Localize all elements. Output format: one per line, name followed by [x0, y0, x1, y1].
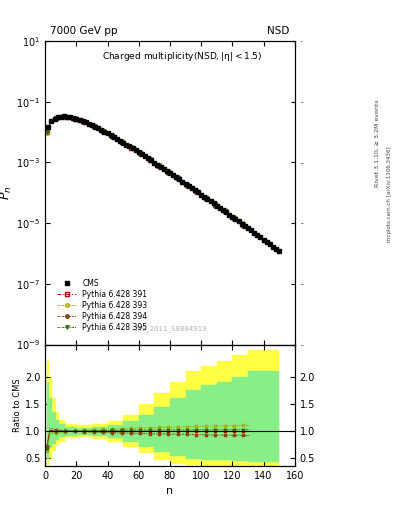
- Pythia 6.428 394: [60, 113, 65, 119]
- Y-axis label: Ratio to CMS: Ratio to CMS: [13, 378, 22, 432]
- Pythia 6.428 395: [44, 129, 49, 135]
- Pythia 6.428 395: [63, 114, 68, 120]
- Pythia 6.428 393: [207, 196, 211, 202]
- CMS: [224, 209, 228, 216]
- Line: Pythia 6.428 393: Pythia 6.428 393: [45, 115, 251, 230]
- Pythia 6.428 393: [110, 133, 115, 139]
- Pythia 6.428 395: [60, 114, 65, 120]
- Pythia 6.428 391: [97, 126, 102, 133]
- Pythia 6.428 393: [60, 114, 65, 120]
- CMS: [68, 114, 72, 120]
- Pythia 6.428 393: [235, 216, 239, 222]
- Pythia 6.428 394: [110, 134, 115, 140]
- Pythia 6.428 394: [44, 128, 49, 134]
- CMS: [277, 248, 281, 254]
- Pythia 6.428 391: [63, 114, 68, 120]
- Pythia 6.428 391: [60, 114, 65, 120]
- Line: CMS: CMS: [46, 114, 281, 253]
- Pythia 6.428 391: [135, 148, 140, 155]
- Pythia 6.428 393: [44, 130, 49, 136]
- X-axis label: n: n: [166, 486, 174, 496]
- Pythia 6.428 394: [63, 114, 68, 120]
- Line: Pythia 6.428 391: Pythia 6.428 391: [45, 115, 251, 231]
- CMS: [233, 216, 238, 222]
- Text: 7000 GeV pp: 7000 GeV pp: [50, 27, 118, 36]
- CMS: [255, 232, 260, 238]
- Pythia 6.428 394: [135, 149, 140, 155]
- Line: Pythia 6.428 395: Pythia 6.428 395: [45, 115, 251, 231]
- Pythia 6.428 395: [110, 133, 115, 139]
- CMS: [46, 123, 51, 130]
- Pythia 6.428 393: [135, 147, 140, 154]
- Pythia 6.428 393: [247, 225, 252, 231]
- Pythia 6.428 394: [207, 198, 211, 204]
- Text: NSD: NSD: [267, 27, 290, 36]
- Pythia 6.428 395: [207, 197, 211, 203]
- Pythia 6.428 391: [207, 197, 211, 203]
- Text: CMS_2011_S8884919: CMS_2011_S8884919: [132, 326, 208, 332]
- Pythia 6.428 395: [135, 148, 140, 154]
- Pythia 6.428 393: [63, 114, 68, 120]
- Y-axis label: $P_n$: $P_n$: [0, 185, 14, 200]
- Pythia 6.428 395: [247, 226, 252, 232]
- Pythia 6.428 394: [247, 227, 252, 233]
- Pythia 6.428 391: [110, 133, 115, 139]
- Pythia 6.428 391: [247, 226, 252, 232]
- Pythia 6.428 394: [235, 218, 239, 224]
- Pythia 6.428 394: [97, 126, 102, 133]
- Pythia 6.428 393: [97, 126, 102, 132]
- Legend: CMS, Pythia 6.428 391, Pythia 6.428 393, Pythia 6.428 394, Pythia 6.428 395: CMS, Pythia 6.428 391, Pythia 6.428 393,…: [54, 276, 151, 335]
- CMS: [230, 214, 235, 220]
- Text: Rivet 3.1.10, ≥ 3.2M events: Rivet 3.1.10, ≥ 3.2M events: [375, 99, 380, 187]
- CMS: [239, 221, 244, 227]
- Text: Charged multiplicity$\mathregular{(NSD, |\eta| < 1.5)}$: Charged multiplicity$\mathregular{(NSD, …: [102, 50, 263, 63]
- Pythia 6.428 395: [235, 217, 239, 223]
- Line: Pythia 6.428 394: Pythia 6.428 394: [45, 115, 251, 232]
- CMS: [62, 113, 66, 119]
- Pythia 6.428 395: [97, 126, 102, 132]
- Text: mcplots.cern.ch [arXiv:1306.3436]: mcplots.cern.ch [arXiv:1306.3436]: [387, 147, 391, 242]
- Pythia 6.428 391: [44, 129, 49, 135]
- Pythia 6.428 391: [235, 217, 239, 223]
